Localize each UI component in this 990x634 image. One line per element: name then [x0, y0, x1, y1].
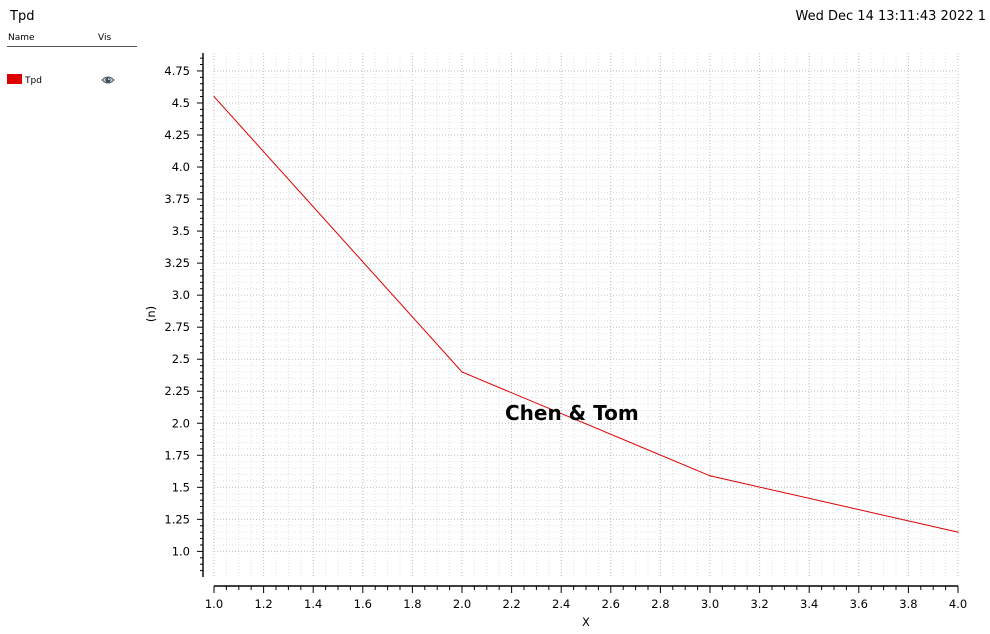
x-tick-label: 3.2: [750, 597, 768, 611]
x-tick-label: 1.8: [403, 597, 421, 611]
x-tick-label: 4.0: [949, 597, 967, 611]
y-tick-label: 4.75: [164, 64, 190, 78]
legend-header: Name Vis: [7, 33, 137, 47]
x-tick-label: 1.6: [354, 597, 372, 611]
legend-color-swatch: [7, 74, 22, 84]
x-tick-label: 2.0: [453, 597, 471, 611]
series-line-tpd: [213, 96, 959, 533]
x-tick-label: 3.0: [701, 597, 719, 611]
x-axis-label: X: [582, 615, 590, 629]
y-tick-label: 3.75: [164, 192, 190, 206]
legend-vis-header: Vis: [98, 33, 112, 43]
x-tick-label: 3.4: [800, 597, 818, 611]
y-tick-label: 4.0: [172, 160, 190, 174]
x-tick-label: 2.2: [502, 597, 520, 611]
watermark-annotation: Chen & Tom: [505, 401, 639, 425]
y-tick-label: 1.75: [164, 448, 190, 462]
x-tick-label: 3.8: [899, 597, 917, 611]
axes: 1.0 1.25 1.5 1.75 2.0 2.25 2.5 2.75 3.0 3.25 3.5 3.…: [164, 53, 967, 611]
y-tick-label: 2.25: [164, 384, 190, 398]
y-tick-label: 1.5: [172, 480, 190, 494]
y-tick-label: 3.5: [172, 224, 190, 238]
chart-title: Tpd: [10, 9, 35, 24]
y-tick-label: 3.25: [164, 256, 190, 270]
x-tick-label: 1.0: [205, 597, 223, 611]
y-tick-label: 2.75: [164, 320, 190, 334]
series-layer: [213, 95, 959, 533]
y-tick-label: 3.0: [172, 288, 190, 302]
x-tick-label: 2.6: [602, 597, 620, 611]
y-tick-label: 4.25: [164, 128, 190, 142]
y-tick-label: 1.25: [164, 512, 190, 526]
y-tick-label: 2.5: [172, 352, 190, 366]
eye-icon[interactable]: [101, 75, 115, 85]
data-point: [461, 371, 463, 373]
y-tick-label: 4.5: [172, 96, 190, 110]
x-tick-label: 2.4: [552, 597, 570, 611]
grid: [213, 53, 959, 577]
x-tick-label: 1.4: [304, 597, 322, 611]
legend-item-label: Tpd: [25, 76, 42, 86]
data-point: [213, 95, 215, 98]
x-tick-label: 3.6: [850, 597, 868, 611]
timestamp: Wed Dec 14 13:11:43 2022 1: [795, 9, 986, 24]
y-axis-label: (n): [144, 306, 158, 322]
legend-item-tpd[interactable]: Tpd: [7, 73, 137, 87]
x-tick-label: 1.2: [254, 597, 272, 611]
y-tick-label: 2.0: [172, 416, 190, 430]
data-point: [709, 475, 711, 477]
y-tick-label: 1.0: [172, 544, 190, 558]
legend-name-header: Name: [8, 33, 35, 43]
data-point: [957, 531, 959, 533]
x-tick-label: 2.8: [651, 597, 669, 611]
